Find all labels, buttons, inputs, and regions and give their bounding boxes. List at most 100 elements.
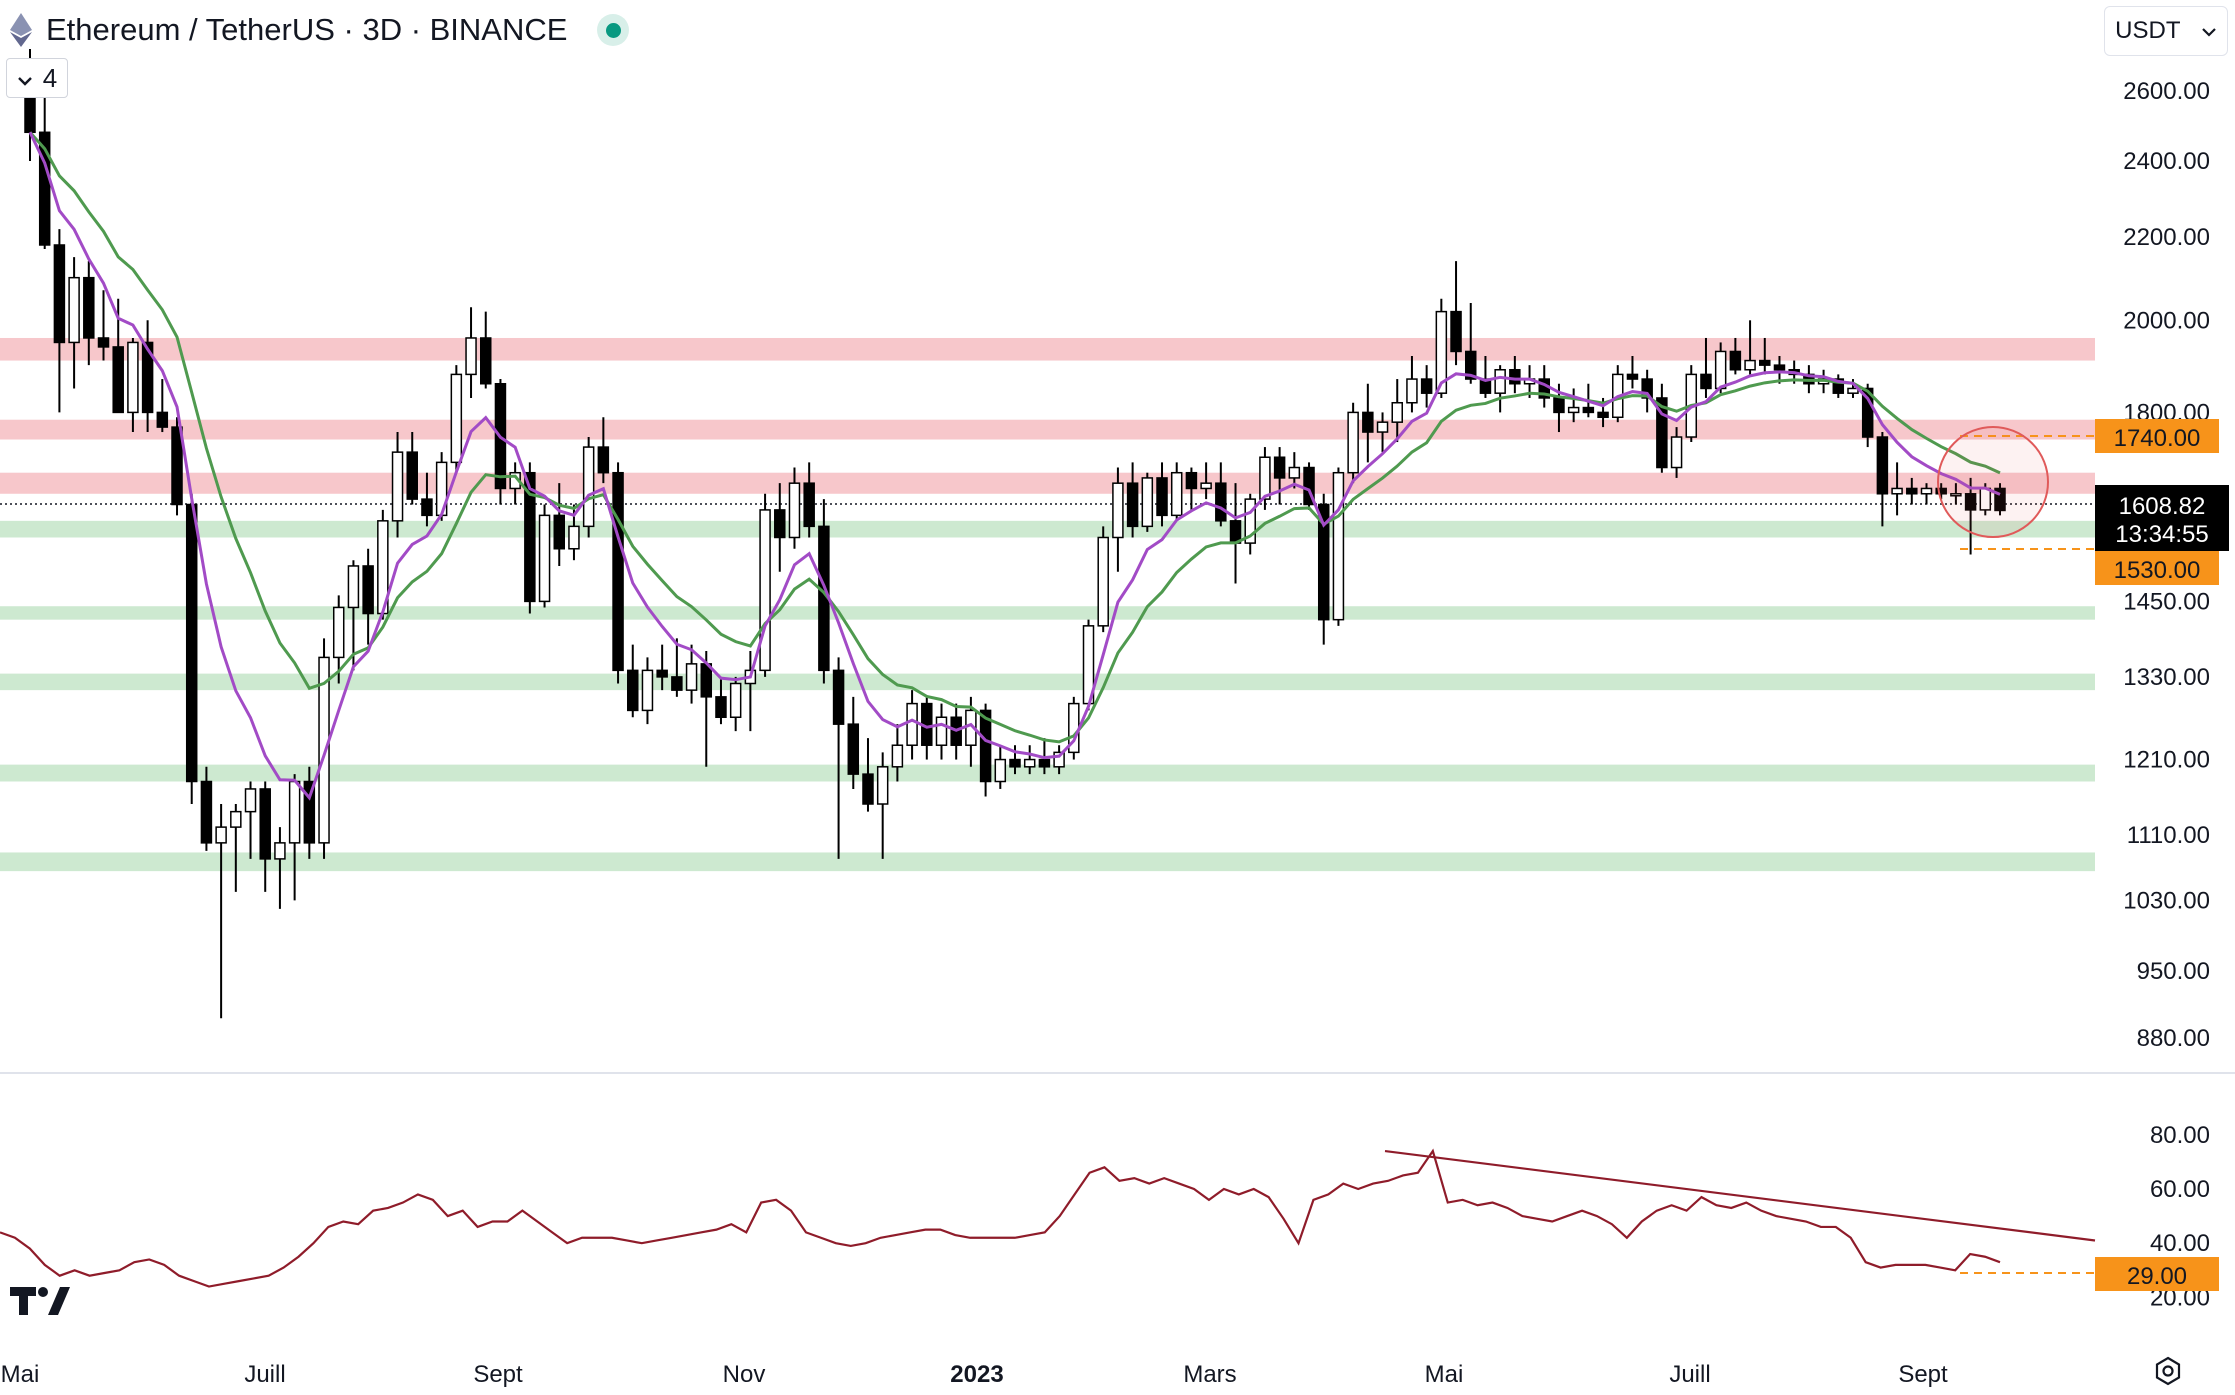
price-axis[interactable]: 2600.002400.002200.002000.001800.001450.… [2123, 78, 2210, 1052]
settings-icon[interactable] [2153, 1356, 2183, 1391]
time-tick-label: Sept [1898, 1361, 1948, 1388]
symbol-title[interactable]: Ethereum / TetherUS · 3D · BINANCE [46, 12, 568, 47]
resistance-zone [0, 472, 2095, 494]
candle-body [303, 780, 316, 844]
candle-body [1670, 436, 1683, 469]
candle-body [1406, 378, 1418, 404]
rsi-tick-label: 80.00 [2150, 1122, 2210, 1149]
time-tick-label: Mars [1183, 1361, 1236, 1388]
currency-selector[interactable]: USDT [2104, 6, 2228, 56]
candle-body [1023, 758, 1036, 768]
candle-body [729, 682, 742, 719]
candle-body [803, 482, 815, 528]
candle-body [774, 509, 786, 539]
support-zone [0, 673, 2095, 691]
candle-body [862, 773, 874, 805]
svg-text:1740.00: 1740.00 [2114, 425, 2201, 452]
price-tick-label: 2200.00 [2123, 224, 2210, 251]
candle-body [876, 766, 889, 805]
candle-body [406, 451, 418, 500]
candle-body [1053, 751, 1065, 768]
candle-body [318, 656, 330, 844]
indicator-count: 4 [42, 62, 58, 93]
candle-body [97, 337, 110, 348]
tradingview-logo[interactable] [10, 1283, 72, 1322]
candle-body [274, 842, 286, 860]
candle-body [759, 509, 771, 672]
candle-body [891, 744, 904, 768]
candle-body [1582, 406, 1595, 414]
candle-body [68, 276, 80, 344]
price-tick-label: 1330.00 [2123, 664, 2210, 691]
label-rsi-29: 29.00 [2095, 1257, 2219, 1291]
candle-body [612, 471, 624, 672]
candle-body [700, 663, 713, 698]
candle-body [332, 606, 345, 659]
time-tick-label: Mai [1, 1361, 40, 1388]
last-price-label: 1608.82 13:34:55 [2095, 485, 2229, 551]
candle-body [1759, 359, 1771, 366]
candle-body [553, 514, 566, 550]
candle-body [1009, 758, 1021, 768]
candle-body [1964, 493, 1977, 511]
price-tick-label: 1450.00 [2123, 588, 2210, 615]
time-axis[interactable]: Mai Juill Sept Nov 2023 Mars Mai Juill Sept [1, 1361, 1948, 1388]
candle-body [391, 451, 404, 522]
candle-body [1273, 456, 1286, 479]
candle-body [171, 426, 183, 506]
support-zone [0, 606, 2095, 620]
price-tick-label: 2600.00 [2123, 78, 2210, 105]
candle-body [1259, 456, 1271, 500]
indicators-collapse-button[interactable]: 4 [6, 58, 68, 98]
candle-body [1656, 397, 1668, 469]
candle-body [656, 669, 668, 678]
candle-body [259, 788, 271, 860]
candle-body [230, 810, 242, 828]
candle-body [1215, 482, 1227, 522]
candle-body [524, 471, 536, 603]
svg-text:29.00: 29.00 [2127, 1263, 2187, 1290]
rsi-line [0, 1148, 2001, 1288]
candle-body [847, 723, 860, 775]
candle-body [1200, 482, 1212, 490]
candle-body [788, 482, 801, 539]
candle-body [1920, 487, 1933, 495]
candle-body [1362, 411, 1374, 433]
price-tick-label: 880.00 [2137, 1025, 2210, 1052]
candle-body [1994, 487, 2006, 512]
candle-body [1567, 406, 1580, 414]
candle-body [1317, 503, 1330, 621]
label-1740: 1740.00 [2095, 419, 2219, 453]
candle-body [1553, 397, 1565, 414]
candle-body [1700, 373, 1712, 390]
candle-body [1464, 350, 1477, 380]
rsi-trendline [1384, 1149, 2096, 1242]
candle-body [1773, 364, 1786, 371]
candle-body [1156, 477, 1168, 517]
candle-body [1729, 350, 1742, 371]
candle-body [906, 702, 918, 746]
candle-body [1112, 482, 1124, 539]
candle-body [641, 669, 654, 712]
live-status-dot [597, 14, 630, 46]
svg-text:13:34:55: 13:34:55 [2115, 521, 2208, 548]
svg-text:1608.82: 1608.82 [2119, 493, 2206, 520]
candle-body [1376, 421, 1389, 433]
price-tick-label: 1030.00 [2123, 887, 2210, 914]
price-tick-label: 2400.00 [2123, 148, 2210, 175]
candle-body [1906, 487, 1918, 495]
candle-body [1038, 758, 1051, 768]
candles [24, 19, 2006, 1019]
time-tick-label: Juill [1669, 1361, 1710, 1388]
candle-body [53, 244, 66, 344]
candle-body [1832, 378, 1845, 394]
price-tick-label: 2000.00 [2123, 307, 2210, 334]
time-tick-label: 2023 [950, 1361, 1003, 1388]
currency-label: USDT [2115, 17, 2181, 44]
candle-body [83, 276, 95, 339]
time-tick-label: Juill [244, 1361, 285, 1388]
resistance-zone [0, 337, 2095, 361]
price-tick-label: 1110.00 [2127, 822, 2210, 849]
candle-body [1097, 536, 1109, 627]
